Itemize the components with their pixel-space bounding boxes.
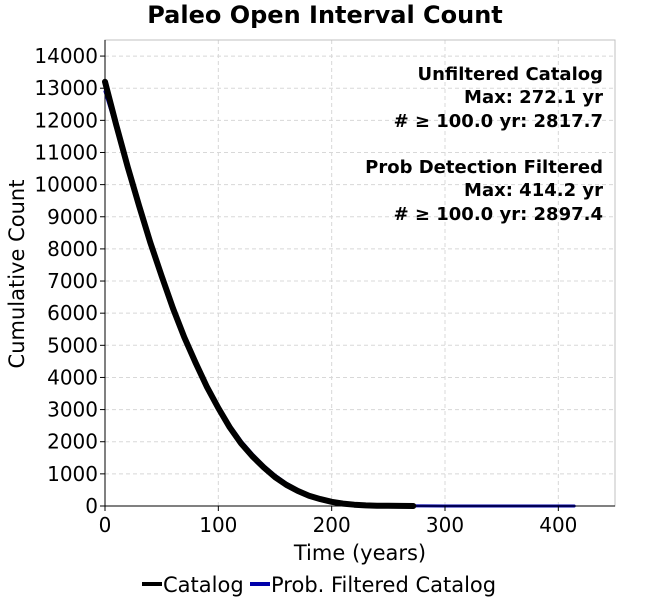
annotation-filtered: Prob Detection Filtered Max: 414.2 yr # … xyxy=(365,157,603,225)
x-tick-label: 100 xyxy=(199,513,237,537)
y-tick-label: 10000 xyxy=(34,173,98,197)
annotation-unfiltered-max: Max: 272.1 yr xyxy=(464,87,603,108)
axes xyxy=(100,40,615,511)
x-tick-label: 200 xyxy=(313,513,351,537)
y-tick-label: 7000 xyxy=(47,269,98,293)
annotation-unfiltered: Unfiltered Catalog Max: 272.1 yr # ≥ 100… xyxy=(394,64,604,132)
y-tick-label: 0 xyxy=(85,494,98,518)
annotation-filtered-max: Max: 414.2 yr xyxy=(464,180,603,201)
annotation-unfiltered-heading: Unfiltered Catalog xyxy=(417,64,603,85)
legend-label-prob-filtered: Prob. Filtered Catalog xyxy=(271,573,496,597)
y-tick-label: 4000 xyxy=(47,365,98,389)
y-tick-label: 14000 xyxy=(34,44,98,68)
x-axis-label: Time (years) xyxy=(293,541,426,565)
y-tick-label: 3000 xyxy=(47,398,98,422)
y-tick-label: 6000 xyxy=(47,301,98,325)
chart-title: Paleo Open Interval Count xyxy=(147,1,503,29)
annotation-filtered-count: # ≥ 100.0 yr: 2897.4 xyxy=(394,204,603,225)
tick-labels: 0 100 200 300 400010002000300040005000600070… xyxy=(34,44,577,537)
y-tick-label: 2000 xyxy=(47,430,98,454)
y-tick-label: 1000 xyxy=(47,462,98,486)
legend: Catalog Prob. Filtered Catalog xyxy=(142,573,496,597)
x-tick-label: 0 xyxy=(99,513,112,537)
y-tick-label: 12000 xyxy=(34,108,98,132)
x-tick-label: 400 xyxy=(539,513,577,537)
x-tick-label: 300 xyxy=(426,513,464,537)
series-line-catalog xyxy=(102,78,417,509)
y-tick-label: 9000 xyxy=(47,205,98,229)
y-tick-label: 11000 xyxy=(34,140,98,164)
annotation-filtered-heading: Prob Detection Filtered xyxy=(365,157,603,178)
y-axis-label: Cumulative Count xyxy=(5,180,29,369)
y-tick-label: 5000 xyxy=(47,333,98,357)
annotation-unfiltered-count: # ≥ 100.0 yr: 2817.7 xyxy=(394,111,603,132)
legend-label-catalog: Catalog xyxy=(163,573,244,597)
y-tick-label: 13000 xyxy=(34,76,98,100)
y-tick-label: 8000 xyxy=(47,237,98,261)
